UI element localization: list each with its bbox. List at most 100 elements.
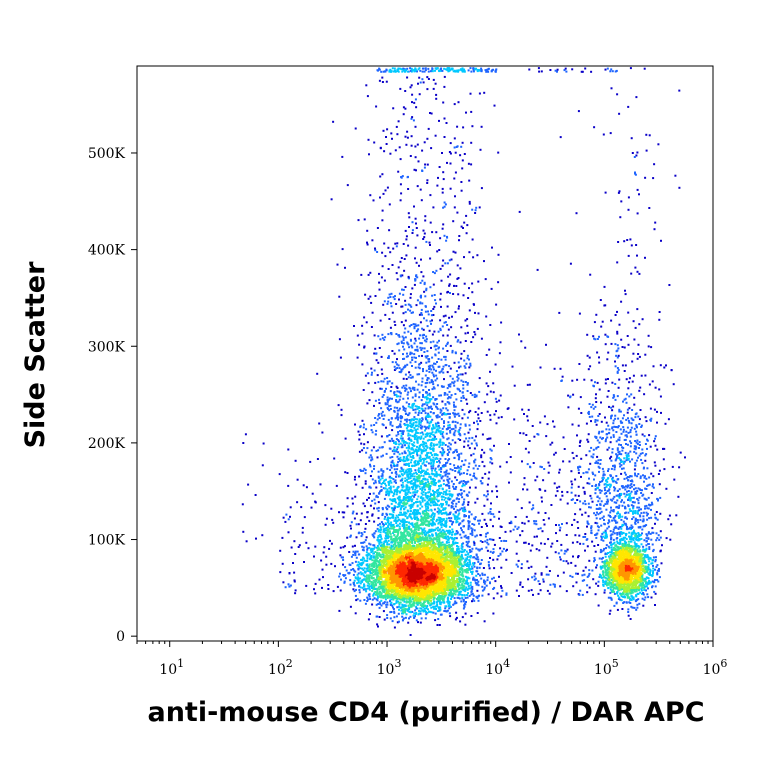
event-dot	[438, 537, 441, 540]
event-dot	[399, 596, 401, 599]
event-dot	[380, 592, 383, 595]
event-dot	[436, 624, 439, 626]
event-dot	[374, 588, 377, 590]
event-dot	[481, 572, 484, 575]
event-dot	[415, 584, 418, 587]
event-dot	[360, 558, 362, 561]
event-dot	[366, 596, 369, 599]
event-dot	[402, 554, 405, 557]
event-dot	[409, 634, 412, 636]
event-dot	[364, 575, 367, 578]
event-dot	[385, 552, 387, 555]
event-dot	[441, 564, 444, 566]
event-dot	[376, 560, 379, 563]
event-dot	[447, 589, 450, 592]
event-dot	[384, 535, 387, 537]
event-dot	[375, 546, 378, 549]
event-dot	[453, 590, 456, 593]
event-dot	[498, 575, 500, 578]
event-dot	[376, 581, 379, 584]
event-dot	[460, 566, 463, 569]
event-dot	[402, 617, 405, 620]
event-dot	[383, 529, 385, 532]
event-dot	[429, 604, 432, 607]
event-dot	[371, 562, 374, 565]
event-dot	[391, 541, 394, 544]
event-dot	[394, 597, 397, 600]
event-dot	[375, 603, 378, 606]
event-dot	[450, 598, 453, 600]
event-dot	[450, 586, 453, 588]
event-dot	[463, 549, 466, 551]
event-dot	[414, 542, 417, 544]
event-dot	[422, 574, 425, 577]
event-dot	[384, 592, 387, 595]
event-dot	[449, 583, 452, 586]
event-dot	[461, 543, 463, 546]
event-dot	[448, 601, 451, 604]
event-dot	[453, 602, 456, 605]
event-dot	[379, 541, 382, 544]
event-dot	[389, 553, 392, 556]
event-dot	[405, 559, 408, 562]
event-dot	[362, 569, 365, 571]
event-dot	[440, 584, 443, 587]
event-dot	[483, 582, 486, 585]
event-dot	[401, 571, 404, 574]
event-dot	[446, 579, 449, 582]
event-dot	[440, 548, 443, 551]
event-dot	[380, 585, 382, 588]
event-dot	[440, 544, 443, 547]
event-dot	[406, 539, 409, 541]
event-dot	[421, 604, 424, 607]
event-dot	[438, 598, 441, 601]
event-dot	[428, 554, 431, 557]
event-dot	[437, 542, 440, 545]
event-dot	[443, 583, 446, 586]
event-dot	[427, 550, 430, 553]
event-dot	[448, 607, 451, 610]
event-dot	[441, 573, 443, 576]
event-dot	[445, 549, 448, 551]
event-dot	[440, 571, 442, 574]
event-dot	[348, 563, 351, 566]
event-dot	[442, 558, 445, 561]
event-dot	[450, 561, 452, 564]
event-dot	[431, 602, 434, 605]
event-dot	[396, 582, 399, 585]
event-dot	[363, 541, 366, 544]
event-dot	[436, 603, 439, 606]
event-dot	[435, 585, 438, 588]
event-dot	[464, 588, 467, 591]
event-dot	[426, 554, 429, 557]
event-dot	[455, 616, 458, 619]
event-dot	[397, 542, 400, 545]
event-dot	[370, 569, 373, 572]
event-dot	[408, 587, 411, 590]
event-dot	[467, 540, 470, 543]
event-dot	[427, 552, 430, 555]
event-dot	[397, 612, 400, 615]
event-dot	[437, 572, 440, 575]
event-dot	[384, 548, 387, 551]
event-dot	[437, 564, 440, 567]
event-dot	[458, 597, 461, 600]
event-dot	[404, 583, 407, 586]
event-dot	[500, 566, 503, 569]
event-dot	[481, 585, 484, 588]
event-dot	[403, 600, 406, 603]
event-dot	[416, 554, 419, 557]
event-dot	[386, 617, 389, 619]
event-dot	[463, 602, 466, 605]
event-dot	[446, 572, 449, 575]
event-dot	[342, 546, 345, 549]
event-dot	[467, 585, 470, 588]
event-dot	[452, 581, 455, 583]
event-dot	[373, 570, 376, 573]
event-dot	[372, 577, 375, 580]
event-dot	[380, 604, 383, 607]
event-dot	[399, 598, 402, 601]
event-dot	[391, 574, 394, 576]
event-dot	[450, 587, 453, 590]
event-dot	[407, 588, 409, 590]
